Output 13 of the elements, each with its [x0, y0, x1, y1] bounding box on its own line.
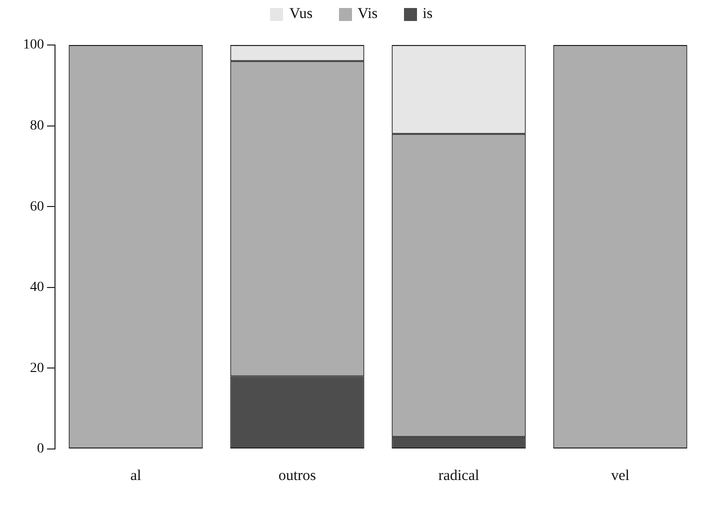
y-tick-label: 40: [30, 280, 44, 296]
x-tick-label: radical: [438, 468, 480, 484]
y-tick-label: 20: [30, 360, 44, 376]
legend-label: Vus: [289, 6, 313, 23]
y-tick-label: 0: [37, 442, 44, 457]
x-tick-label: outros: [278, 468, 316, 484]
y-tick-label: 80: [30, 118, 44, 134]
legend-label: Vis: [358, 6, 378, 23]
legend-label: is: [422, 6, 433, 23]
y-tick-label: 100: [23, 38, 44, 53]
y-tick-label: 60: [30, 199, 44, 214]
x-tick-label: vel: [611, 468, 630, 484]
x-tick-label: al: [130, 468, 142, 484]
